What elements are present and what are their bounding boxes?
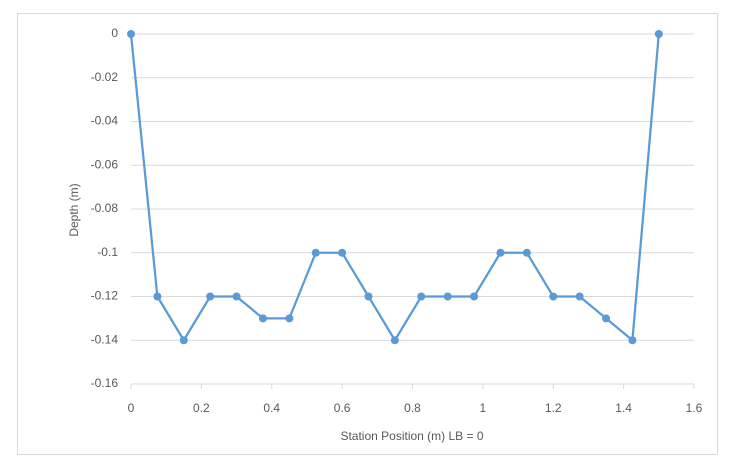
y-tick-label: -0.14 [91,332,119,346]
x-tick-label: 0.4 [263,401,280,415]
data-point [338,248,347,257]
data-point [575,292,584,301]
y-tick-label: 0 [111,26,118,40]
y-tick-label: -0.02 [91,70,119,84]
data-point [496,248,505,257]
data-point [364,292,373,301]
y-tick-label: -0.04 [91,114,119,128]
y-tick-label: -0.06 [91,157,119,171]
data-point [206,292,215,301]
x-tick-label: 0 [128,401,135,415]
y-tick-label: -0.12 [91,289,119,303]
data-point [470,292,479,301]
data-point [285,314,294,323]
data-point [311,248,320,257]
y-tick-label: -0.1 [97,245,118,259]
data-point [628,336,637,345]
x-tick-label: 1.4 [615,401,632,415]
x-tick-label: 1.6 [686,401,703,415]
x-tick-label: 0.2 [193,401,210,415]
data-point [127,30,135,38]
y-axis-title: Depth (m) [67,183,81,236]
chart-area [17,13,718,455]
y-tick-label: -0.16 [91,376,119,390]
data-point [549,292,558,301]
x-tick-label: 0.8 [404,401,421,415]
data-point [602,314,611,323]
data-point [232,292,241,301]
data-point [417,292,426,301]
data-point [153,292,162,301]
data-point [443,292,452,301]
x-tick-label: 1 [480,401,487,415]
data-point [390,336,399,345]
data-point [179,336,188,345]
y-tick-label: -0.08 [91,201,119,215]
data-point [654,30,663,38]
x-axis-title: Station Position (m) LB = 0 [340,429,483,443]
data-point [522,248,531,257]
x-tick-label: 1.2 [545,401,562,415]
data-point [258,314,267,323]
x-tick-label: 0.6 [334,401,351,415]
